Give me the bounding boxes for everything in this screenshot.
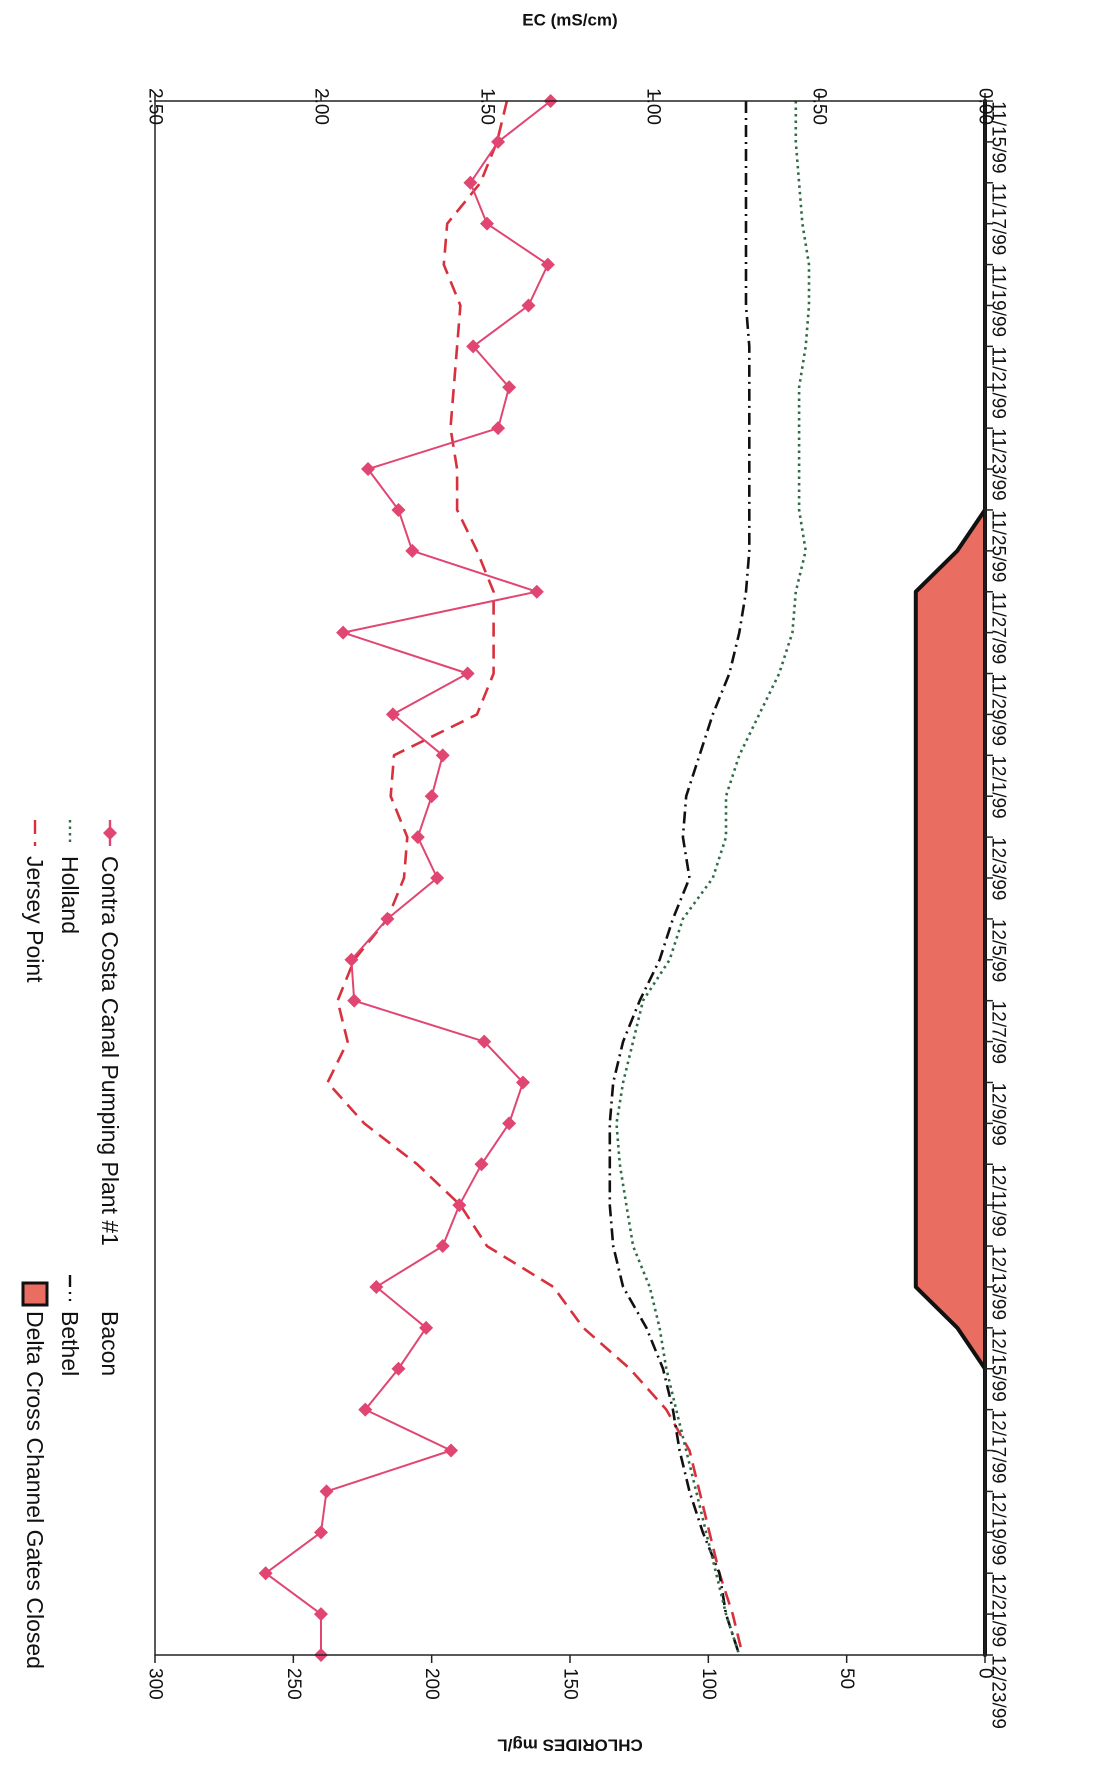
axes-layer: 11/15/99 11/17/99 11/19/99 11/21/99 11/23/99…: [145, 11, 1009, 1755]
date-tick-label: 12/13/99: [988, 1246, 1009, 1320]
point-contra-costa-canal-pumping-plant-1: [430, 871, 445, 885]
ec-tick-label: 1.00: [643, 88, 664, 125]
chlorides-tick-label: 150: [560, 1668, 581, 1700]
legend-item-contra: Contra Costa Canal Pumping Plant #1: [97, 820, 123, 1246]
point-contra-costa-canal-pumping-plant-1: [380, 911, 395, 926]
line-layer: [258, 94, 811, 1662]
point-contra-costa-canal-pumping-plant-1: [369, 1279, 384, 1294]
point-contra-costa-canal-pumping-plant-1: [319, 1484, 334, 1499]
point-contra-costa-canal-pumping-plant-1: [258, 1566, 273, 1581]
date-tick-label: 11/23/99: [988, 428, 1009, 501]
legend-layer: Delta Cross Channel Gates Closed Bethel Ba…: [21, 820, 123, 1669]
date-tick-label: 11/15/99: [988, 101, 1009, 174]
date-tick-label: 11/29/99: [988, 674, 1009, 747]
legend-label: Delta Cross Channel Gates Closed: [22, 1311, 48, 1669]
point-contra-costa-canal-pumping-plant-1: [466, 339, 481, 354]
date-tick-label: 12/7/99: [988, 1001, 1009, 1064]
point-contra-costa-canal-pumping-plant-1: [405, 543, 420, 558]
date-tick-label: 11/25/99: [988, 510, 1009, 583]
point-contra-costa-canal-pumping-plant-1: [419, 1320, 434, 1335]
date-tick-label: 12/3/99: [988, 837, 1009, 900]
ec-tick-label: 0.00: [975, 88, 996, 125]
point-contra-costa-canal-pumping-plant-1: [460, 666, 475, 681]
date-tick-label: 12/15/99: [988, 1328, 1009, 1402]
legend-marker: [103, 826, 117, 840]
legend-label: Bacon: [97, 1311, 123, 1376]
date-tick-label: 11/27/99: [988, 592, 1009, 665]
point-contra-costa-canal-pumping-plant-1: [529, 584, 544, 599]
point-contra-costa-canal-pumping-plant-1: [391, 502, 406, 517]
point-contra-costa-canal-pumping-plant-1: [391, 1361, 406, 1376]
date-tick-label: 11/19/99: [988, 265, 1009, 338]
ec-tick-label: 2.50: [145, 88, 166, 125]
date-tick-label: 12/17/99: [988, 1410, 1009, 1484]
ec-tick-label: 1.50: [477, 88, 498, 125]
date-tick-label: 12/5/99: [988, 919, 1009, 982]
point-contra-costa-canal-pumping-plant-1: [358, 1402, 373, 1417]
legend-item-bethel: Bethel: [57, 1275, 83, 1376]
date-tick-label: 11/21/99: [988, 346, 1009, 419]
legend-label: Holland: [57, 856, 83, 934]
point-contra-costa-canal-pumping-plant-1: [444, 1443, 459, 1458]
legend-item-bacon: Bacon: [97, 1311, 123, 1376]
area-layer: [913, 99, 987, 1657]
legend-label: Bethel: [57, 1311, 83, 1376]
chlorides-tick-label: 0: [975, 1668, 996, 1679]
line-jersey-point: [326, 100, 744, 1656]
point-contra-costa-canal-pumping-plant-1: [424, 789, 439, 804]
date-tick-label: 12/9/99: [988, 1082, 1009, 1145]
point-contra-costa-canal-pumping-plant-1: [435, 1239, 450, 1254]
date-tick-label: 12/11/99: [988, 1164, 1009, 1237]
legend-label: Jersey Point: [22, 856, 48, 983]
point-contra-costa-canal-pumping-plant-1: [480, 216, 494, 231]
point-contra-costa-canal-pumping-plant-1: [314, 1607, 328, 1622]
legend-item-jersey: Jersey Point: [22, 820, 48, 983]
chlorides-tick-label: 200: [421, 1668, 442, 1700]
date-tick-label: 12/21/99: [988, 1573, 1009, 1647]
date-tick-label: 11/17/99: [988, 183, 1009, 256]
point-contra-costa-canal-pumping-plant-1: [491, 134, 506, 149]
chlorides-axis-title: CHLORIDES mg/L: [497, 1736, 642, 1755]
point-contra-costa-canal-pumping-plant-1: [314, 1525, 328, 1540]
point-contra-costa-canal-pumping-plant-1: [463, 175, 478, 190]
legend-item-holland: Holland: [57, 820, 83, 934]
point-contra-costa-canal-pumping-plant-1: [336, 625, 351, 640]
point-contra-costa-canal-pumping-plant-1: [435, 748, 450, 763]
point-contra-costa-canal-pumping-plant-1: [474, 1157, 489, 1172]
line-bethel: [608, 101, 751, 1656]
point-contra-costa-canal-pumping-plant-1: [452, 1198, 467, 1213]
point-contra-costa-canal-pumping-plant-1: [410, 830, 425, 845]
chlorides-tick-label: 250: [283, 1668, 304, 1700]
date-tick-label: 12/1/99: [988, 755, 1009, 818]
point-contra-costa-canal-pumping-plant-1: [502, 1116, 517, 1131]
point-contra-costa-canal-pumping-plant-1: [477, 1034, 492, 1049]
date-tick-label: 12/19/99: [988, 1491, 1009, 1565]
line-holland: [615, 101, 811, 1656]
point-contra-costa-canal-pumping-plant-1: [344, 952, 359, 967]
point-contra-costa-canal-pumping-plant-1: [361, 462, 376, 477]
legend-item-delta: Delta Cross Channel Gates Closed: [21, 1281, 49, 1669]
point-contra-costa-canal-pumping-plant-1: [491, 421, 506, 436]
point-contra-costa-canal-pumping-plant-1: [502, 380, 517, 395]
ec-tick-label: 0.50: [809, 88, 830, 125]
point-contra-costa-canal-pumping-plant-1: [515, 1075, 530, 1090]
plot-frame: [154, 100, 986, 1656]
ec-tick-label: 2.00: [311, 88, 332, 125]
point-contra-costa-canal-pumping-plant-1: [521, 298, 536, 313]
line-contra-costa-canal-pumping-plant-1: [264, 100, 552, 1655]
ec-axis-title: EC (mS/cm): [522, 11, 617, 30]
chlorides-tick-label: 50: [836, 1668, 857, 1689]
legend-swatch: [21, 1281, 49, 1307]
point-contra-costa-canal-pumping-plant-1: [347, 993, 362, 1008]
area-delta-cross-channel-gates-closed: [913, 99, 987, 1657]
legend-label: Contra Costa Canal Pumping Plant #1: [97, 856, 123, 1246]
chlorides-tick-label: 100: [698, 1668, 719, 1700]
chlorides-tick-label: 300: [145, 1668, 166, 1700]
point-contra-costa-canal-pumping-plant-1: [385, 707, 400, 722]
point-contra-costa-canal-pumping-plant-1: [540, 257, 555, 272]
date-tick-label: 12/23/99: [988, 1655, 1009, 1729]
